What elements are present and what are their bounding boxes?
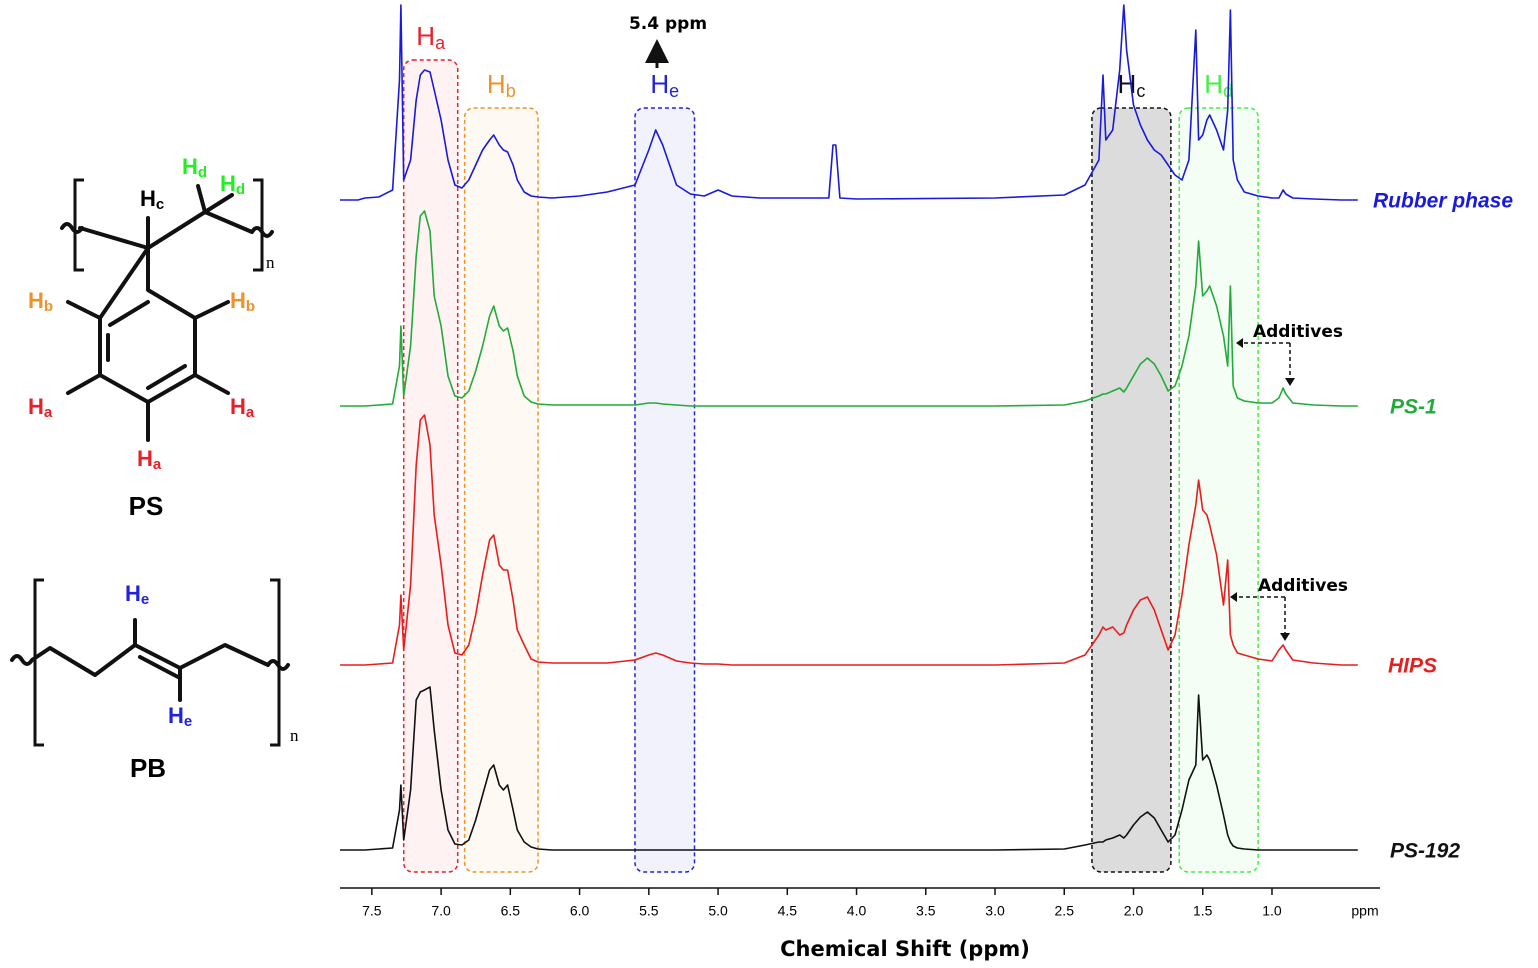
region-label: He xyxy=(650,69,679,101)
atom: H xyxy=(125,581,141,606)
atom-label: Hb xyxy=(28,288,53,315)
repeat-n: n xyxy=(266,253,275,272)
region-label-sub: e xyxy=(669,81,679,101)
backbone xyxy=(60,210,274,250)
atom-sub: b xyxy=(246,298,255,315)
annotation: Additives xyxy=(1253,322,1343,342)
atom-sub: a xyxy=(246,404,255,421)
series-label: HIPS xyxy=(1388,655,1437,678)
region-label-main: H xyxy=(416,21,435,51)
atom-label: Ha xyxy=(28,394,53,421)
region-label: Hb xyxy=(487,69,516,101)
backbone xyxy=(10,618,290,702)
x-tick-label: 2.5 xyxy=(1055,903,1075,919)
region-label-sub: c xyxy=(1136,81,1145,101)
atom-sub: b xyxy=(44,298,53,315)
atom-sub: e xyxy=(141,591,149,608)
series-label: PS-1 xyxy=(1390,396,1437,419)
atom-sub: a xyxy=(153,456,162,473)
ring xyxy=(66,184,234,442)
spectrum xyxy=(340,686,1358,851)
atom-sub: c xyxy=(156,196,164,213)
atom-label: Hc xyxy=(140,186,164,213)
spectrum xyxy=(340,4,1358,201)
arrow xyxy=(1243,342,1291,380)
atom-sub: d xyxy=(236,181,245,198)
atom-label: Hd xyxy=(220,171,245,198)
atom: H xyxy=(140,186,156,211)
atom-label: Hb xyxy=(230,288,255,315)
region-label-sub: a xyxy=(435,33,446,53)
atom-sub: d xyxy=(198,164,207,181)
atom-sub: e xyxy=(184,713,192,730)
bracket xyxy=(33,578,281,747)
region-label-sub: b xyxy=(506,81,516,101)
atom-label: He xyxy=(125,581,149,608)
series-label: PS-192 xyxy=(1390,840,1460,863)
x-tick-label: 5.5 xyxy=(639,903,659,919)
region xyxy=(634,107,696,873)
region-label: Ha xyxy=(416,21,446,53)
atom-sub: a xyxy=(44,404,53,421)
region-label-main: H xyxy=(1118,69,1137,99)
pb-structure: He He n PB xyxy=(10,578,299,783)
x-tick-label: 1.5 xyxy=(1193,903,1213,919)
region-label-main: H xyxy=(1204,69,1223,99)
region-label-main: H xyxy=(650,69,669,99)
x-unit: ppm xyxy=(1351,903,1378,919)
ps-structure: Hc Hd Hd Hb Hb Ha Ha Ha n PS xyxy=(28,154,275,521)
x-tick-label: 6.5 xyxy=(501,903,521,919)
atom-label: He xyxy=(168,703,192,730)
region xyxy=(463,107,539,873)
arrowhead xyxy=(1230,592,1290,641)
x-tick-label: 3.0 xyxy=(985,903,1005,919)
x-tick-label: 7.5 xyxy=(362,903,382,919)
annotation: 5.4 ppm xyxy=(629,14,707,34)
x-tick-label: 3.5 xyxy=(916,903,936,919)
x-tick-label: 4.5 xyxy=(778,903,798,919)
atom: H xyxy=(230,394,246,419)
spectrum xyxy=(340,414,1358,666)
region-label-main: H xyxy=(487,69,506,99)
x-tick-label: 4.0 xyxy=(847,903,867,919)
annotation: Additives xyxy=(1258,576,1348,596)
annotations: 5.4 ppm Additives Additives xyxy=(629,14,1348,641)
atom: H xyxy=(28,394,44,419)
atom-label: Ha xyxy=(230,394,255,421)
polymer-name: PB xyxy=(130,753,166,783)
repeat-n: n xyxy=(290,726,299,745)
polymer-name: PS xyxy=(129,491,164,521)
x-tick-label: 6.0 xyxy=(570,903,590,919)
atom-label: Hd xyxy=(182,154,207,181)
atom: H xyxy=(137,446,153,471)
x-tick-label: 1.0 xyxy=(1262,903,1282,919)
atom: H xyxy=(182,154,198,179)
atom: H xyxy=(230,288,246,313)
arrow xyxy=(1237,596,1286,635)
arrowhead xyxy=(1236,338,1295,386)
x-tick-label: 7.0 xyxy=(431,903,451,919)
series-label: Rubber phase xyxy=(1373,190,1513,213)
x-tick-label: 2.0 xyxy=(1124,903,1144,919)
atom: H xyxy=(168,703,184,728)
region xyxy=(1178,107,1259,873)
atom: H xyxy=(220,171,236,196)
region xyxy=(1091,107,1172,873)
bracket xyxy=(73,178,264,272)
x-axis-title: Chemical Shift (ppm) xyxy=(780,937,1030,961)
atom: H xyxy=(28,288,44,313)
x-tick-label: 5.0 xyxy=(708,903,728,919)
spectrum xyxy=(340,210,1358,407)
atom-label: Ha xyxy=(137,446,162,473)
